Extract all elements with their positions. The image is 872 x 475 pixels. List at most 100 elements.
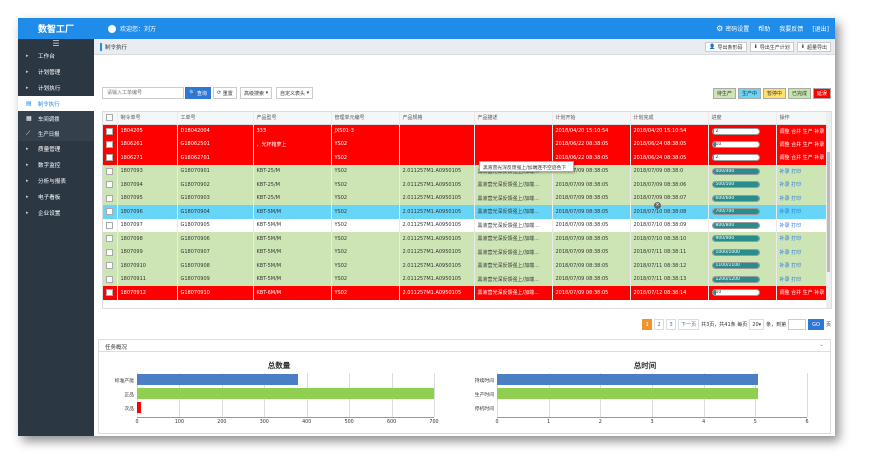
table-row[interactable]: 1806271 G18062701 YS02 2018/06/22 08:38:05 2… <box>103 151 831 165</box>
logout-link[interactable]: [退出] <box>812 26 829 33</box>
column-header[interactable]: 进度 <box>708 112 777 125</box>
sidebar-item-2[interactable]: ▸ 计划执行 <box>18 80 94 96</box>
row-actions[interactable]: 调整 合并 生产 补录 打印 <box>776 137 831 151</box>
sidebar-item-6[interactable]: ▸ 电子看板 <box>18 189 94 205</box>
column-header[interactable]: 计划开始 <box>552 112 631 125</box>
sidebar-subitem-0[interactable]: ▤ 制令执行 <box>18 96 94 111</box>
sidebar-item-0[interactable]: ▸ 工作台 <box>18 48 94 64</box>
row-actions[interactable]: 补录 打印 <box>776 232 831 246</box>
menu-toggle-icon[interactable]: ☰ <box>52 39 60 48</box>
row-actions[interactable]: 补录 打印 <box>776 272 831 286</box>
export-barcode-button[interactable]: 👤 导出条形码 <box>705 42 747 52</box>
next-page-button[interactable]: 下一页 <box>678 319 700 330</box>
table-row[interactable]: 18070910 G18070908 KBT-5M/M YS02 2.011257M1.… <box>103 259 831 273</box>
search-input[interactable] <box>102 87 184 99</box>
table-row[interactable]: 18070911 G18070909 KBT-5M/M YS02 2.011257M1.… <box>103 272 831 286</box>
column-header[interactable]: 产品规格 <box>399 112 475 125</box>
row-actions[interactable]: 补录 打印 <box>776 245 831 259</box>
select-all-checkbox[interactable] <box>103 112 118 125</box>
column-header[interactable]: 产品描述 <box>474 112 553 125</box>
progress-bar: 900/900 <box>711 235 760 243</box>
advanced-search-button[interactable]: 高级搜索 ▾ <box>240 87 273 99</box>
custom-header-button[interactable]: 自定义表头 ▾ <box>276 87 314 99</box>
row-checkbox[interactable] <box>103 191 118 205</box>
table-row[interactable]: 1807093 G18070901 KBT-25/M YS02 2.011257M1.A… <box>103 164 831 178</box>
x-tick-label: 5 <box>753 420 757 425</box>
row-checkbox[interactable] <box>103 245 118 259</box>
row-actions[interactable]: 调整 合并 生产 补录 打印 <box>776 124 831 138</box>
row-checkbox[interactable] <box>103 232 118 246</box>
sidebar-item-label: 计划管理 <box>38 70 61 76</box>
row-checkbox[interactable] <box>103 164 118 178</box>
table-cell: 2018/07/12 08:38:14 <box>630 286 709 300</box>
sidebar-item-4[interactable]: ▸ 数字监控 <box>18 157 94 173</box>
table-row[interactable]: 1807098 G18070906 KBT-5M/M YS02 2.011257M1.A… <box>103 232 831 246</box>
table-row[interactable]: 1806261 G18062501 ，光杯箱萝上 YS02 2018/06/22 08:… <box>103 137 831 151</box>
column-header[interactable]: 管理单元编号 <box>331 112 400 125</box>
clipboard-icon: ▦ <box>26 115 32 122</box>
page-3-button[interactable]: 3 <box>666 319 677 330</box>
help-link[interactable]: 帮助 <box>758 26 771 33</box>
table-cell: 2018/07/09 08:38:07 <box>630 191 709 205</box>
row-checkbox[interactable] <box>103 205 118 219</box>
row-actions[interactable]: 补录 打印 <box>776 259 831 273</box>
export-plan-button[interactable]: ⬇ 导出生产计划 <box>749 42 794 52</box>
sidebar-item-1[interactable]: ▸ 计划管理 <box>18 64 94 80</box>
sidebar-item-7[interactable]: ▸ 企业设置 <box>18 205 94 221</box>
column-header[interactable]: 制令单号 <box>117 112 178 125</box>
table-cell: KBT-25/M <box>253 178 332 192</box>
page-2-button[interactable]: 2 <box>654 319 665 330</box>
table-row[interactable]: 18070912 G18070910 KBT-6M/M YS02 2.011257M1.… <box>103 286 831 300</box>
row-actions[interactable]: 调整 合并 生产 补录 打印 <box>776 151 831 165</box>
row-actions[interactable]: 补录 打印 <box>776 178 831 192</box>
row-checkbox[interactable] <box>103 286 118 300</box>
x-tick-label: 2 <box>598 420 602 425</box>
export-ahead-button[interactable]: ⬇ 超量导出 <box>796 42 831 52</box>
table-row[interactable]: 1807096 G18070904 KBT-5M/M YS02 2.011257M1.A… <box>103 205 831 219</box>
sidebar-subitem-2[interactable]: ⟋ 生产日报 <box>18 126 94 141</box>
per-page-select[interactable]: 20 ▾ <box>749 319 765 330</box>
table-row[interactable]: 1807094 G18070902 KBT-25/M YS02 2.011257M1.A… <box>103 178 831 192</box>
row-actions[interactable]: 补录 打印 <box>776 218 831 232</box>
query-button[interactable]: 🔍 查询 <box>185 87 211 99</box>
row-checkbox[interactable] <box>103 259 118 273</box>
sidebar-item-label: 企业设置 <box>38 211 61 217</box>
table-row[interactable]: 1807095 G18070903 KBT-25/M YS02 2.011257M1.A… <box>103 191 831 205</box>
column-header[interactable]: 工单号 <box>177 112 254 125</box>
row-checkbox[interactable] <box>103 124 118 138</box>
table-row[interactable]: 1807099 G18070907 KBT-5M/M YS02 2.011257M1.A… <box>103 245 831 259</box>
page-1-button[interactable]: 1 <box>642 319 653 330</box>
row-checkbox[interactable] <box>103 151 118 165</box>
column-header[interactable]: 计划完成 <box>630 112 709 125</box>
user-icon <box>108 24 116 33</box>
row-actions[interactable]: 补录 打印 <box>776 191 831 205</box>
table-row[interactable]: 1807097 G18070905 KBT-5M/M YS02 2.011257M1.A… <box>103 218 831 232</box>
row-actions[interactable]: 补录 打印 <box>776 205 831 219</box>
table-row[interactable]: 1804205 D18042004 333 JXS01-3 2018/04/20 15:… <box>103 124 831 138</box>
row-checkbox[interactable] <box>103 218 118 232</box>
feedback-link[interactable]: 我要反馈 <box>779 26 804 33</box>
column-header[interactable]: 操作 <box>776 112 831 125</box>
table-cell: YS02 <box>331 218 400 232</box>
reset-button[interactable]: ⟳ 重置 <box>213 87 237 99</box>
row-checkbox[interactable] <box>103 178 118 192</box>
close-icon[interactable]: × <box>654 202 661 209</box>
row-checkbox[interactable] <box>103 272 118 286</box>
sidebar-item-3[interactable]: ▸ 质量管理 <box>18 141 94 157</box>
scrollbar-thumb[interactable] <box>827 152 830 272</box>
column-header[interactable]: 产品型号 <box>253 112 332 125</box>
sidebar-item-5[interactable]: ▸ 分析与报表 <box>18 173 94 189</box>
chevron-down-icon[interactable]: ⌄ <box>819 342 824 348</box>
goto-page-input[interactable] <box>788 319 807 330</box>
vertical-scrollbar[interactable] <box>826 112 831 308</box>
password-settings-link[interactable]: ⚙ 密码设置 <box>716 24 750 33</box>
row-actions[interactable]: 补录 打印 <box>776 164 831 178</box>
row-actions[interactable]: 调整 合并 生产 补录 打印 <box>776 286 831 300</box>
sidebar-subitem-1[interactable]: ▦ 车间调拨 <box>18 111 94 126</box>
progress-fill <box>712 222 759 228</box>
x-tick-label: 200 <box>217 420 227 425</box>
checkbox-icon <box>106 289 113 297</box>
row-checkbox[interactable] <box>103 137 118 151</box>
go-button[interactable]: GO <box>808 319 824 330</box>
table-cell: G18070902 <box>177 178 254 192</box>
